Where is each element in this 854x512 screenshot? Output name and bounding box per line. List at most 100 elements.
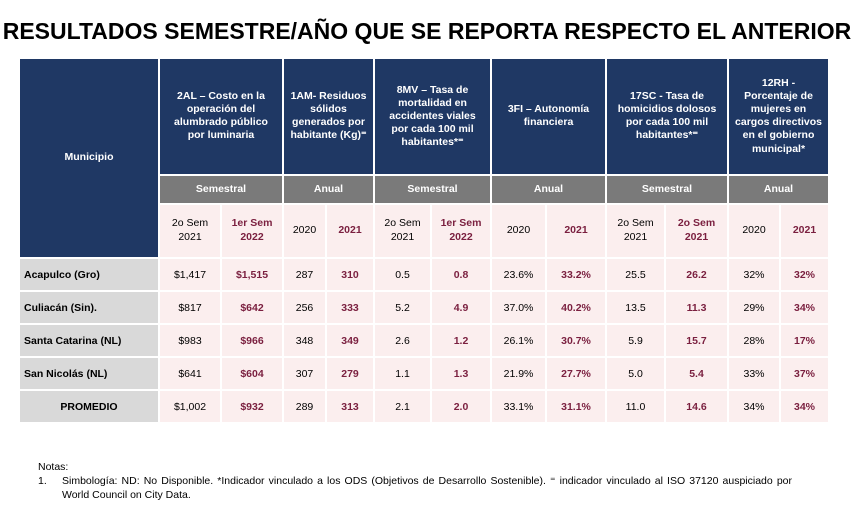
- table-cell: 32%: [729, 259, 779, 290]
- table-cell: 34%: [781, 391, 828, 422]
- table-cell: 5.4: [666, 358, 727, 389]
- indicator-header-12rh: 12RH - Porcentaje de mujeres en cargos d…: [729, 59, 828, 174]
- table-cell: 5.0: [607, 358, 664, 389]
- table-cell: 349: [327, 325, 373, 356]
- table-cell: $642: [222, 292, 282, 323]
- table-row: Santa Catarina (NL) $983 $966 348 349 2.…: [20, 325, 828, 356]
- year-header: 2020: [729, 204, 779, 257]
- year-header: 2021: [781, 204, 828, 257]
- table-cell: 0.8: [432, 259, 490, 290]
- table-cell: $932: [222, 391, 282, 422]
- table-cell: 1.3: [432, 358, 490, 389]
- year-header: 1er Sem 2022: [432, 204, 490, 257]
- table-cell: 33.1%: [492, 391, 545, 422]
- table-cell: 289: [284, 391, 325, 422]
- municipio-name: Santa Catarina (NL): [20, 325, 158, 356]
- table-cell: 29%: [729, 292, 779, 323]
- year-header: 2o Sem 2021: [160, 204, 220, 257]
- table-cell: 5.9: [607, 325, 664, 356]
- table-cell: $1,515: [222, 259, 282, 290]
- period-label: Semestral: [607, 175, 727, 203]
- note-item: 1. Simbología: ND: No Disponible. *Indic…: [38, 475, 792, 503]
- table-cell: 348: [284, 325, 325, 356]
- table-cell: 15.7: [666, 325, 727, 356]
- notes-heading: Notas:: [38, 461, 69, 473]
- year-header: 2o Sem 2021: [607, 204, 664, 257]
- table-cell: 26.1%: [492, 325, 545, 356]
- table-row: Culiacán (Sin). $817 $642 256 333 5.2 4.…: [20, 292, 828, 323]
- period-label: Anual: [492, 175, 605, 203]
- table-cell: 30.7%: [547, 325, 605, 356]
- year-header: 2021: [547, 204, 605, 257]
- table-cell: 37%: [781, 358, 828, 389]
- table-cell: $641: [160, 358, 220, 389]
- indicator-header-3fi: 3FI – Autonomía financiera: [492, 59, 605, 174]
- table-cell: 2.6: [375, 325, 430, 356]
- period-label: Semestral: [375, 175, 490, 203]
- table-cell: 2.0: [432, 391, 490, 422]
- notes: Notas: 1. Simbología: ND: No Disponible.…: [38, 461, 792, 503]
- table-cell: 17%: [781, 325, 828, 356]
- table-cell: 1.1: [375, 358, 430, 389]
- table-cell: 34%: [781, 292, 828, 323]
- period-label: Semestral: [160, 175, 282, 203]
- year-header: 1er Sem 2022: [222, 204, 282, 257]
- table-cell: 2.1: [375, 391, 430, 422]
- table-cell: 21.9%: [492, 358, 545, 389]
- table-cell: $604: [222, 358, 282, 389]
- table-cell: 4.9: [432, 292, 490, 323]
- table-row: San Nicolás (NL) $641 $604 307 279 1.1 1…: [20, 358, 828, 389]
- table-cell: $817: [160, 292, 220, 323]
- table-cell: 310: [327, 259, 373, 290]
- results-table: Municipio 2AL – Costo en la operación de…: [18, 57, 830, 424]
- table-cell: 11.0: [607, 391, 664, 422]
- table-cell: 279: [327, 358, 373, 389]
- table-cell: 31.1%: [547, 391, 605, 422]
- indicator-header-1am: 1AM- Residuos sólidos generados por habi…: [284, 59, 373, 174]
- table-cell: 33%: [729, 358, 779, 389]
- table-cell: 26.2: [666, 259, 727, 290]
- municipio-name: Culiacán (Sin).: [20, 292, 158, 323]
- municipio-header: Municipio: [20, 59, 158, 257]
- table-cell: 313: [327, 391, 373, 422]
- year-header: 2o Sem 2021: [666, 204, 727, 257]
- table-cell: 28%: [729, 325, 779, 356]
- municipio-name: San Nicolás (NL): [20, 358, 158, 389]
- note-number: 1.: [38, 474, 47, 487]
- table-cell: 13.5: [607, 292, 664, 323]
- indicator-header-8mv: 8MV – Tasa de mortalidad en accidentes v…: [375, 59, 490, 174]
- table-cell: $1,417: [160, 259, 220, 290]
- table-cell: 32%: [781, 259, 828, 290]
- table-cell: 34%: [729, 391, 779, 422]
- table-cell: 333: [327, 292, 373, 323]
- table-cell: 287: [284, 259, 325, 290]
- year-header: 2020: [492, 204, 545, 257]
- table-row: Acapulco (Gro) $1,417 $1,515 287 310 0.5…: [20, 259, 828, 290]
- municipio-name: Acapulco (Gro): [20, 259, 158, 290]
- table-cell: $1,002: [160, 391, 220, 422]
- table-cell: 37.0%: [492, 292, 545, 323]
- table-cell: 1.2: [432, 325, 490, 356]
- table-row-average: PROMEDIO $1,002 $932 289 313 2.1 2.0 33.…: [20, 391, 828, 422]
- table-cell: 40.2%: [547, 292, 605, 323]
- table-cell: 14.6: [666, 391, 727, 422]
- page-title: RESULTADOS SEMESTRE/AÑO QUE SE REPORTA R…: [2, 18, 852, 44]
- note-text: Simbología: ND: No Disponible. *Indicado…: [62, 474, 792, 501]
- table-cell: 0.5: [375, 259, 430, 290]
- indicator-header-2al: 2AL – Costo en la operación del alumbrad…: [160, 59, 282, 174]
- table-cell: 25.5: [607, 259, 664, 290]
- table-cell: 23.6%: [492, 259, 545, 290]
- period-label: Anual: [284, 175, 373, 203]
- table-cell: 11.3: [666, 292, 727, 323]
- table-cell: 256: [284, 292, 325, 323]
- indicator-header-17sc: 17SC - Tasa de homicidios dolosos por ca…: [607, 59, 727, 174]
- table-cell: 27.7%: [547, 358, 605, 389]
- year-header: 2020: [284, 204, 325, 257]
- average-label: PROMEDIO: [20, 391, 158, 422]
- year-header: 2o Sem 2021: [375, 204, 430, 257]
- period-label: Anual: [729, 175, 828, 203]
- table-cell: 5.2: [375, 292, 430, 323]
- table-cell: $966: [222, 325, 282, 356]
- table-cell: 307: [284, 358, 325, 389]
- table-cell: 33.2%: [547, 259, 605, 290]
